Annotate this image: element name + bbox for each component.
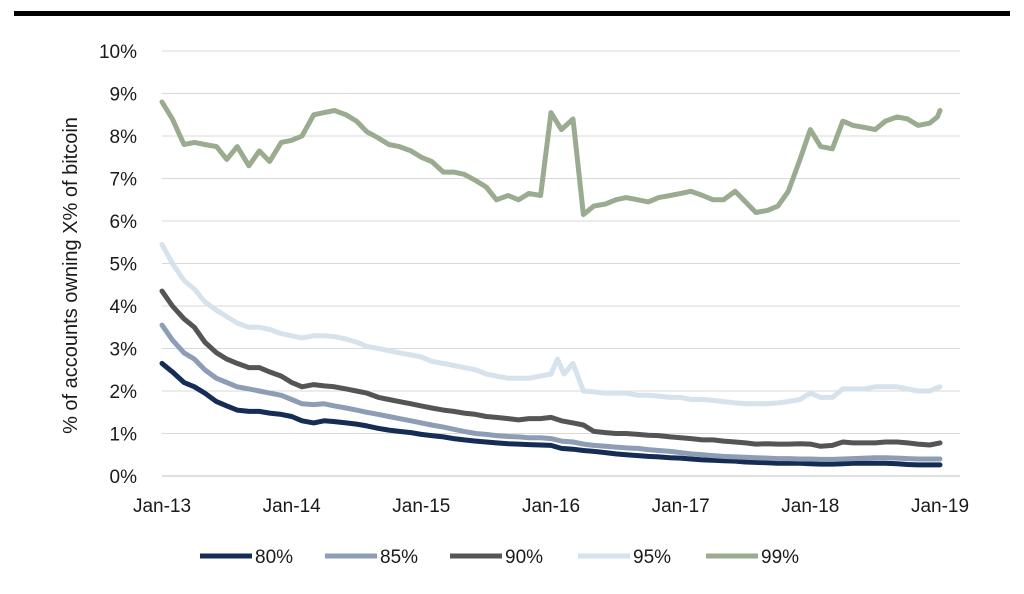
y-axis-label: % of accounts owning X% of bitcoin xyxy=(60,117,82,434)
y-tick-label: 6% xyxy=(110,212,138,233)
top-rule xyxy=(14,11,1010,16)
series-line-90pct xyxy=(159,288,943,449)
y-tick-label: 0% xyxy=(110,467,138,488)
legend-label: 80% xyxy=(255,547,293,568)
series-line-80pct xyxy=(159,360,943,468)
y-tick-label: 8% xyxy=(110,127,138,148)
series-line-85pct xyxy=(159,322,943,462)
y-tick-label: 4% xyxy=(110,297,138,318)
x-tick-label: Jan-15 xyxy=(392,496,450,517)
x-tick-label: Jan-18 xyxy=(781,496,839,517)
y-axis-tick-labels: 0% 1% 2% 3% 4% 5% 6% 7% 8% 9% 10% xyxy=(99,42,137,488)
series-lines xyxy=(159,99,943,468)
y-tick-label: 2% xyxy=(110,382,138,403)
legend-label: 85% xyxy=(380,547,418,568)
legend: 80% 85% 90% 95% 99% xyxy=(200,547,799,568)
x-tick-label: Jan-19 xyxy=(911,496,969,517)
x-axis-tick-labels: Jan-13 Jan-14 Jan-15 Jan-16 Jan-17 Jan-18 Jan-… xyxy=(133,496,969,517)
series-line-95pct xyxy=(159,241,943,407)
y-tick-label: 7% xyxy=(110,170,138,191)
legend-label: 99% xyxy=(761,547,799,568)
gridlines xyxy=(162,50,960,434)
y-tick-label: 5% xyxy=(110,255,138,276)
x-tick-label: Jan-17 xyxy=(652,496,710,517)
legend-label: 90% xyxy=(505,547,543,568)
x-tick-label: Jan-13 xyxy=(133,496,191,517)
y-tick-label: 9% xyxy=(110,85,138,106)
y-tick-label: 3% xyxy=(110,340,138,361)
legend-label: 95% xyxy=(633,547,671,568)
x-tick-label: Jan-16 xyxy=(522,496,580,517)
y-tick-label: 1% xyxy=(110,425,138,446)
x-tick-label: Jan-14 xyxy=(263,496,322,517)
y-tick-label: 10% xyxy=(99,42,137,63)
series-line-99pct xyxy=(159,99,943,218)
